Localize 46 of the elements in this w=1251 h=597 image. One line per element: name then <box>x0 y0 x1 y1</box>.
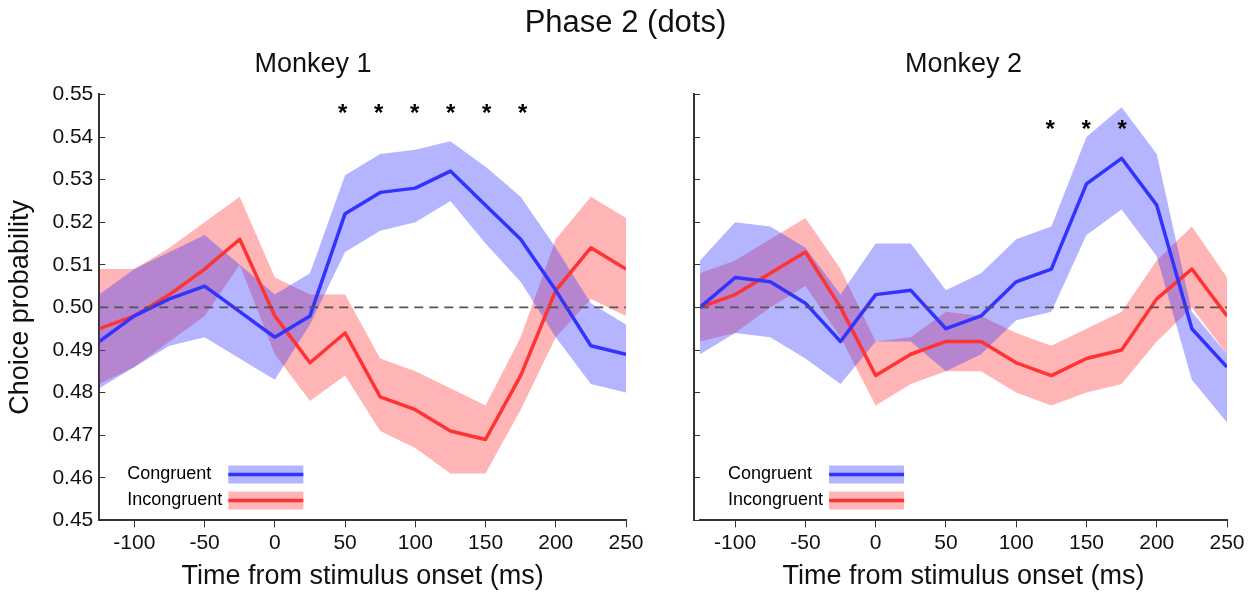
chart-title: Phase 2 (dots) <box>523 4 728 40</box>
annotation: * <box>1081 115 1092 143</box>
legend-label: Incongruent <box>127 489 223 510</box>
x-tick-label: 100 <box>397 529 433 553</box>
x-tick-label: -100 <box>714 529 757 553</box>
x-tick-label: 250 <box>1209 529 1245 553</box>
y-tick-label: 0.48 <box>52 379 94 403</box>
legend-label: Incongruent <box>728 489 824 510</box>
annotation: * <box>410 99 421 127</box>
x-axis-title: Time from stimulus onset (ms) <box>181 560 544 591</box>
y-tick-label: 0.45 <box>52 507 94 531</box>
y-tick-label: 0.50 <box>52 294 94 318</box>
y-tick-label: 0.46 <box>52 464 94 488</box>
x-tick-label: 0 <box>869 529 882 553</box>
y-tick-label: 0.55 <box>52 81 94 105</box>
x-tick-label: -50 <box>189 529 220 553</box>
legend-label: Congruent <box>728 463 813 484</box>
x-tick-label: -100 <box>113 529 156 553</box>
x-tick-label: 150 <box>468 529 504 553</box>
y-tick-label: 0.54 <box>52 123 94 147</box>
x-tick-label: 250 <box>608 529 644 553</box>
chart-title: Monkey 2 <box>904 47 1023 78</box>
y-tick-label: 0.52 <box>52 209 94 232</box>
legend-label: Congruent <box>127 463 212 484</box>
x-tick-label: -50 <box>790 529 821 553</box>
annotation: * <box>482 99 493 127</box>
annotation: * <box>518 99 529 127</box>
chart-subtitle: Monkey 1 <box>254 47 372 78</box>
annotation: * <box>338 99 349 127</box>
y-tick-label: 0.47 <box>52 422 94 445</box>
x-tick-label: 50 <box>934 529 958 553</box>
x-tick-label: 0 <box>269 529 281 553</box>
x-tick-label: 200 <box>1139 529 1175 553</box>
y-tick-label: 0.49 <box>52 336 94 360</box>
annotation: * <box>1117 115 1128 143</box>
annotation: * <box>1045 115 1056 143</box>
y-tick-label: 0.53 <box>52 166 94 190</box>
x-tick-label: 200 <box>538 529 574 553</box>
x-tick-label: 50 <box>333 529 357 553</box>
annotation: * <box>374 99 385 127</box>
x-tick-label: 100 <box>998 529 1034 553</box>
x-axis-title: Time from stimulus onset (ms) <box>782 560 1145 591</box>
x-tick-label: 150 <box>1068 529 1104 553</box>
y-axis-title: Choice probability <box>3 199 34 415</box>
y-tick-label: 0.51 <box>52 251 94 275</box>
annotation: * <box>446 99 457 127</box>
